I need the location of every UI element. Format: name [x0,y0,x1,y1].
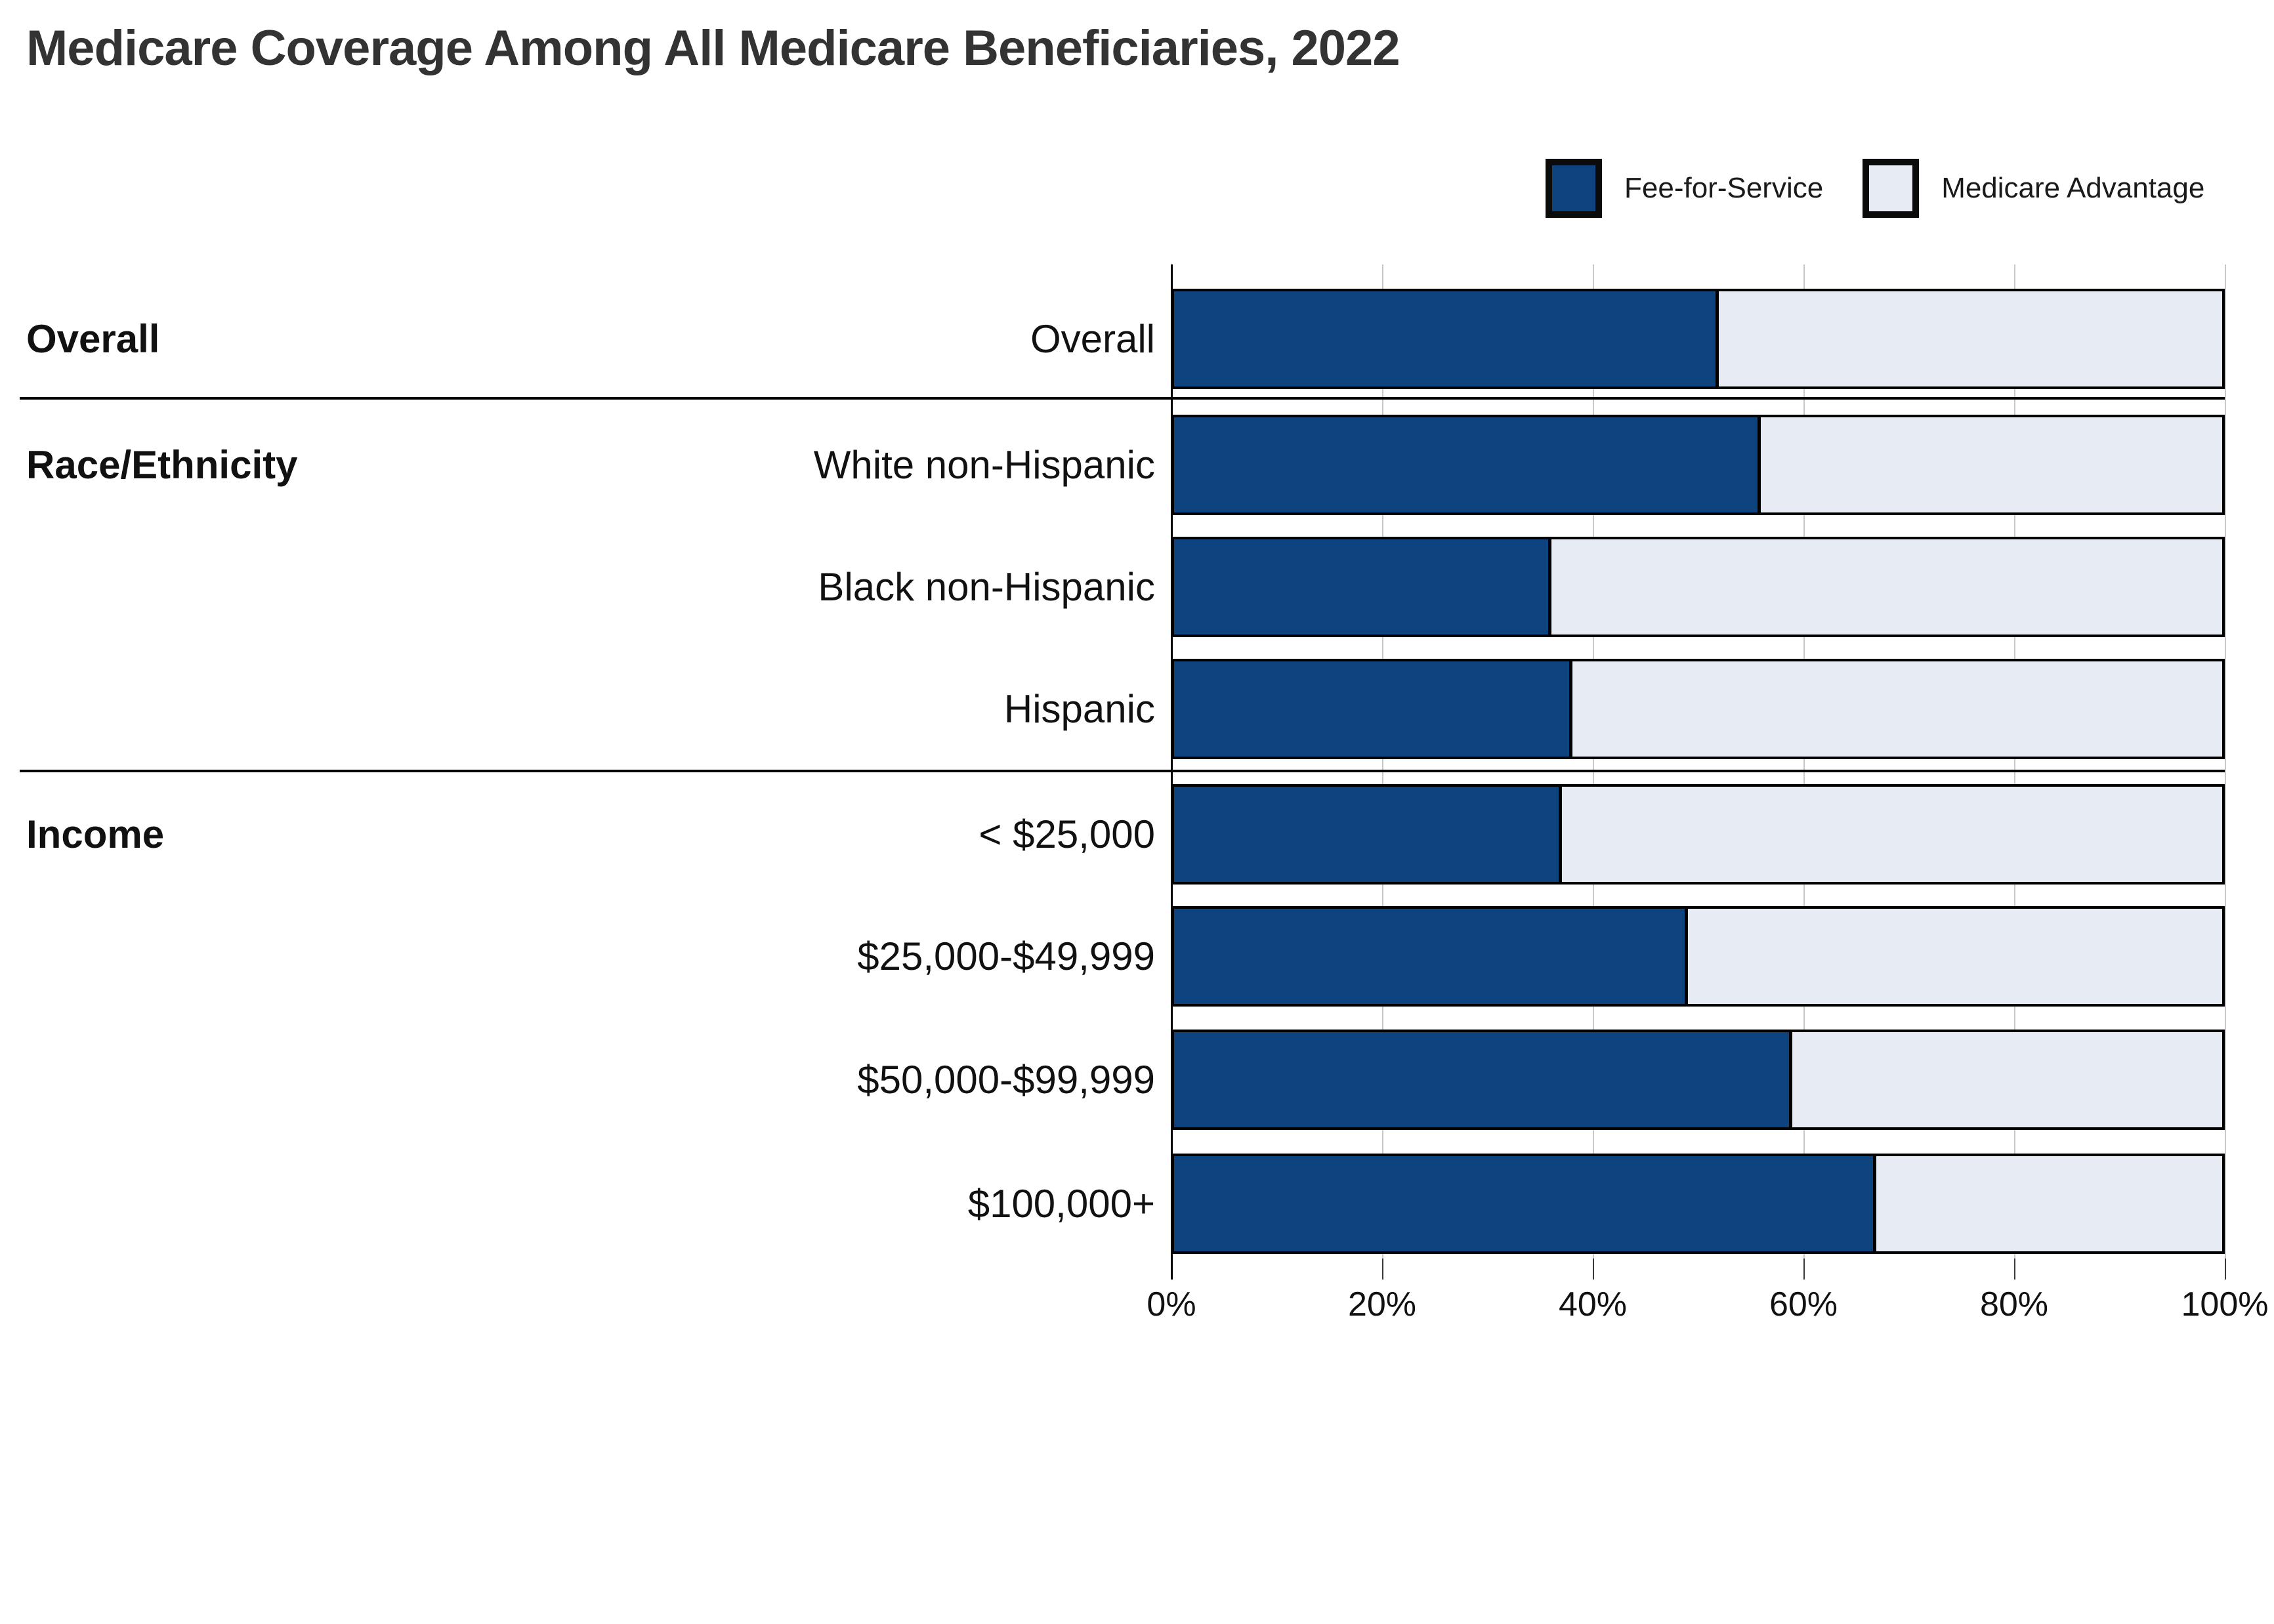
row-label: White non-Hispanic [813,443,1155,487]
fee-for-service-segment [1174,1032,1793,1127]
fee-for-service-segment [1174,417,1761,512]
medicare-advantage-segment [1761,417,2222,512]
medicare-advantage-segment [1792,1032,2222,1127]
group-separator [20,770,2225,772]
fee-for-service-segment [1174,909,1688,1004]
medicare-advantage-segment [1719,291,2222,386]
stacked-bar [1171,784,2225,885]
row-label: $100,000+ [967,1182,1155,1226]
stacked-bar [1171,1154,2225,1254]
x-axis-tick-label: 40% [1558,1285,1628,1323]
row-label: Overall [1030,317,1155,361]
stacked-bar [1171,537,2225,637]
row-label: Black non-Hispanic [818,565,1155,609]
legend-item-medicare-advantage: Medicare Advantage [1863,159,2204,218]
chart-title: Medicare Coverage Among All Medicare Ben… [26,20,1400,76]
group-label-overall: Overall [26,316,160,361]
x-axis-tick-label: 20% [1347,1285,1417,1323]
legend-item-fee-for-service: Fee-for-Service [1546,159,1823,218]
x-axis-tick [2225,1259,2226,1280]
gridline [1382,264,1383,1259]
gridline [2225,264,2226,1259]
group-separator [20,397,2225,400]
medicare-advantage-segment [1687,909,2222,1004]
fee-for-service-swatch-icon [1546,159,1602,218]
fee-for-service-segment [1174,661,1572,757]
medicare-advantage-swatch-icon [1863,159,1920,218]
legend-label: Fee-for-Service [1624,172,1824,204]
fee-for-service-segment [1174,291,1719,386]
row-label: $50,000-$99,999 [857,1058,1155,1102]
legend: Fee-for-Service Medicare Advantage [1546,159,2204,218]
gridline [1593,264,1594,1259]
group-label-income: Income [26,812,165,856]
x-axis-tick [1803,1259,1805,1280]
row-label: $25,000-$49,999 [857,934,1155,978]
stacked-bar [1171,1030,2225,1130]
gridline [1803,264,1805,1259]
stacked-bar [1171,659,2225,759]
stacked-bar [1171,289,2225,389]
x-axis-tick-label: 60% [1769,1285,1838,1323]
row-label: < $25,000 [979,812,1155,856]
stacked-bar [1171,415,2225,515]
gridline [2014,264,2015,1259]
x-axis-tick [1382,1259,1383,1280]
x-axis-tick [2014,1259,2015,1280]
x-axis-tick [1593,1259,1594,1280]
stacked-bar [1171,906,2225,1007]
medicare-advantage-segment [1876,1156,2222,1251]
fee-for-service-segment [1174,1156,1876,1251]
x-axis-tick-label: 80% [1979,1285,2049,1323]
medicare-advantage-segment [1551,539,2222,635]
fee-for-service-segment [1174,539,1551,635]
fee-for-service-segment [1174,787,1562,882]
group-label-race-ethnicity: Race/Ethnicity [26,442,298,487]
legend-label: Medicare Advantage [1941,172,2205,204]
x-axis-tick-label: 100% [2181,1285,2269,1323]
medicare-advantage-segment [1572,661,2222,757]
medicare-advantage-segment [1561,787,2222,882]
row-label: Hispanic [1003,687,1155,731]
x-axis-tick-label: 0% [1147,1285,1196,1323]
